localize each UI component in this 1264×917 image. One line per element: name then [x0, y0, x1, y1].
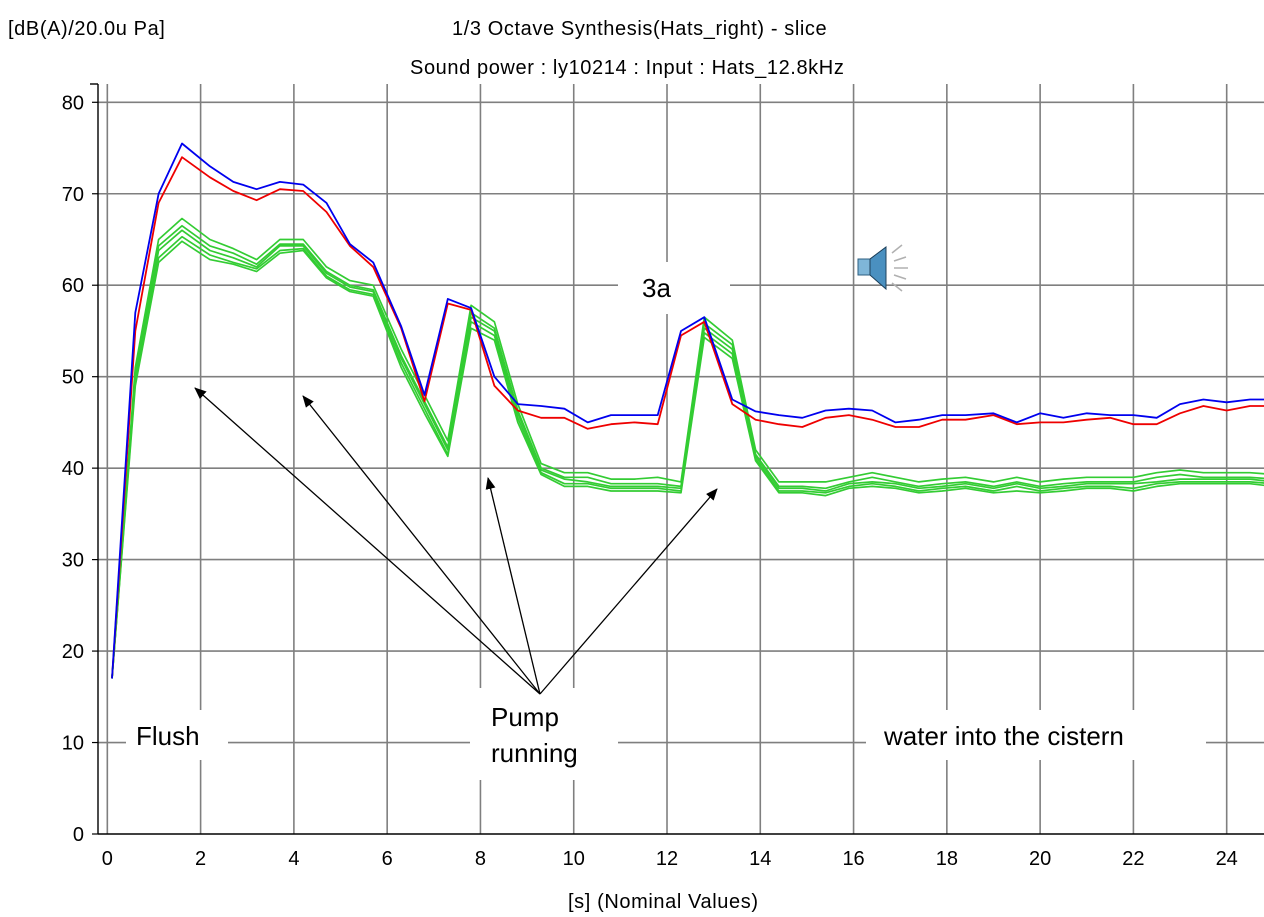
flush-label-box: [126, 710, 228, 760]
series-line: [111, 156, 1264, 679]
x-tick-label: 0: [102, 848, 113, 870]
series-line: [111, 142, 1264, 679]
cistern-label: water into the cistern: [883, 721, 1124, 751]
pump-arrows: [194, 387, 718, 695]
y-tick-label: 20: [62, 641, 84, 663]
marker-label-3a: 3a: [642, 273, 671, 303]
pump-label-line2: running: [491, 738, 578, 768]
x-tick-label: 4: [288, 848, 299, 870]
marker-label-box: [618, 262, 730, 314]
x-tick-label: 6: [382, 848, 393, 870]
x-axis-label: [s] (Nominal Values): [568, 891, 759, 913]
axes: [90, 83, 1264, 835]
x-tick-label: 20: [1029, 848, 1051, 870]
y-tick-label: 30: [62, 550, 84, 572]
series-line: [111, 240, 1264, 679]
x-tick-label: 16: [842, 848, 864, 870]
y-tick-label: 80: [62, 92, 84, 114]
x-tick-label: 22: [1122, 848, 1144, 870]
arrow-1: [194, 387, 541, 695]
y-tick-label: 50: [62, 367, 84, 389]
y-tick-label: 10: [62, 733, 84, 755]
plot-lines: [111, 142, 1264, 679]
x-tick-label: 18: [936, 848, 958, 870]
chart-subtitle: Sound power : ly10214 : Input : Hats_12.…: [410, 57, 844, 79]
arrow-4: [539, 488, 718, 695]
y-axis-unit-label: [dB(A)/20.0u Pa]: [8, 18, 165, 40]
chart-title: 1/3 Octave Synthesis(Hats_right) - slice: [452, 18, 827, 40]
cistern-label-box: [866, 710, 1206, 760]
speaker-sound-icon[interactable]: [857, 244, 908, 292]
arrow-3: [485, 477, 541, 695]
pump-label-box: [470, 688, 618, 780]
pump-label-line1: Pump: [491, 702, 559, 732]
x-tick-label: 14: [749, 848, 771, 870]
x-tick-label: 10: [563, 848, 585, 870]
x-tick-label: 2: [195, 848, 206, 870]
y-tick-label: 40: [62, 458, 84, 480]
flush-label: Flush: [136, 721, 200, 751]
x-tick-label: 24: [1216, 848, 1238, 870]
arrow-2: [302, 395, 541, 695]
y-tick-label: 60: [62, 275, 84, 297]
x-tick-label: 8: [475, 848, 486, 870]
y-tick-label: 70: [62, 184, 84, 206]
y-tick-label: 0: [73, 824, 84, 846]
x-tick-label: 12: [656, 848, 678, 870]
